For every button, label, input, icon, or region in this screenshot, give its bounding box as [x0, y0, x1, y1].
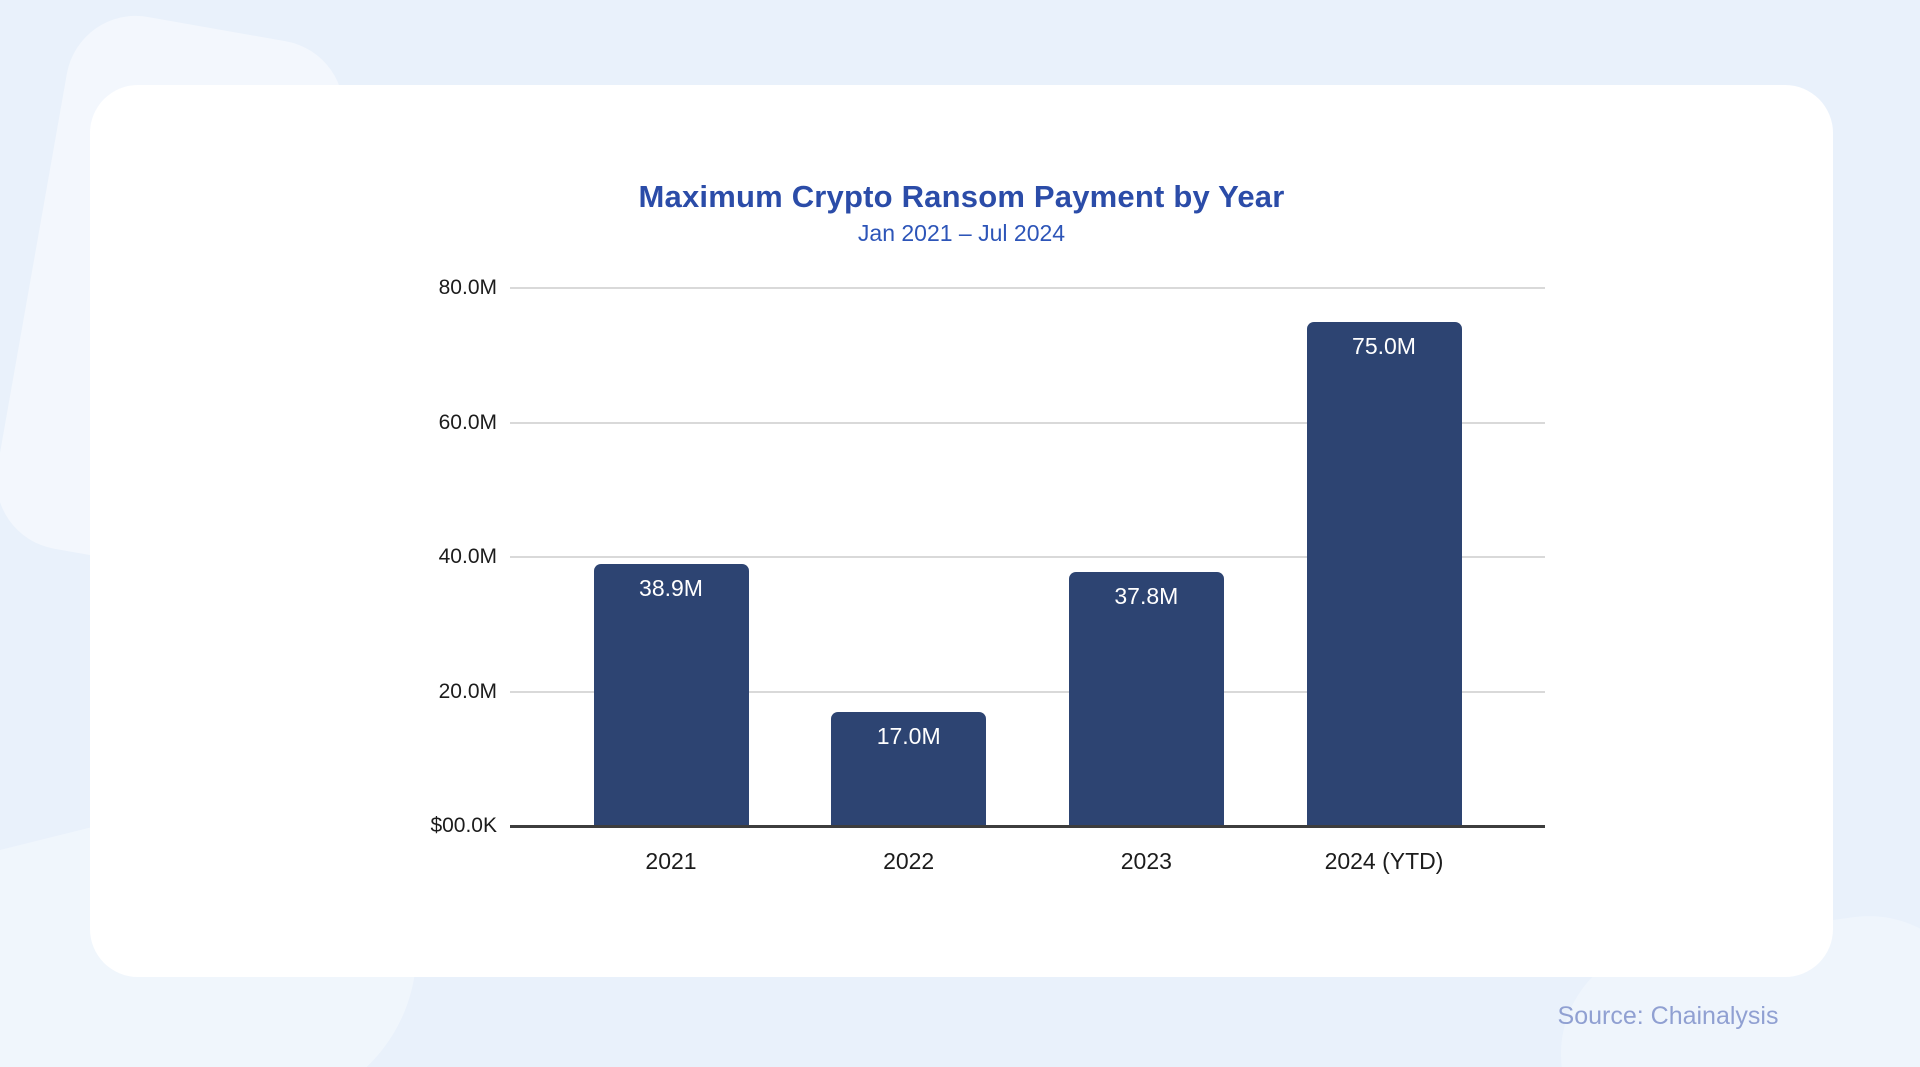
chart-card: Maximum Crypto Ransom Payment by Year Ja… [90, 85, 1833, 977]
x-axis-baseline [510, 825, 1545, 828]
chart-subtitle: Jan 2021 – Jul 2024 [857, 220, 1066, 246]
source-attribution: Source: Chainalysis [1557, 1002, 1779, 1030]
gridline [510, 421, 1545, 424]
bar-2023: 37.8M [1068, 571, 1224, 826]
x-axis-tick-label: 2021 [645, 848, 697, 874]
gridline [510, 287, 1545, 289]
bar-value-label: 37.8M [1114, 582, 1179, 609]
x-axis-tick-label: 2023 [1120, 848, 1172, 874]
bar-value-label: 17.0M [876, 722, 941, 749]
x-axis-tick-label: 2024 (YTD) [1324, 848, 1444, 874]
y-axis-tick-label: 60.0M [438, 410, 497, 434]
gridline [510, 556, 1545, 558]
y-axis-tick-label: 20.0M [438, 679, 497, 703]
y-axis-tick-label: 40.0M [438, 545, 497, 568]
bar-2024-ytd: 75.0M [1306, 321, 1462, 826]
bar-value-label: 38.9M [639, 575, 703, 602]
bar-chart-plot-area: $00.0K 20.0M 40.0M 60.0M 80.0M 38.9M 2021 17.0M… [90, 85, 1833, 977]
y-axis-tick-label: $00.0K [430, 814, 497, 837]
bar-value-label: 75.0M [1352, 332, 1416, 359]
chart-title: Maximum Crypto Ransom Payment by Year [638, 179, 1285, 214]
bar-2021: 38.9M [593, 564, 749, 826]
y-axis-tick-label: 80.0M [438, 276, 497, 299]
x-axis-tick-label: 2022 [883, 848, 935, 874]
gridline [510, 690, 1545, 693]
bar-2022: 17.0M [831, 711, 987, 826]
